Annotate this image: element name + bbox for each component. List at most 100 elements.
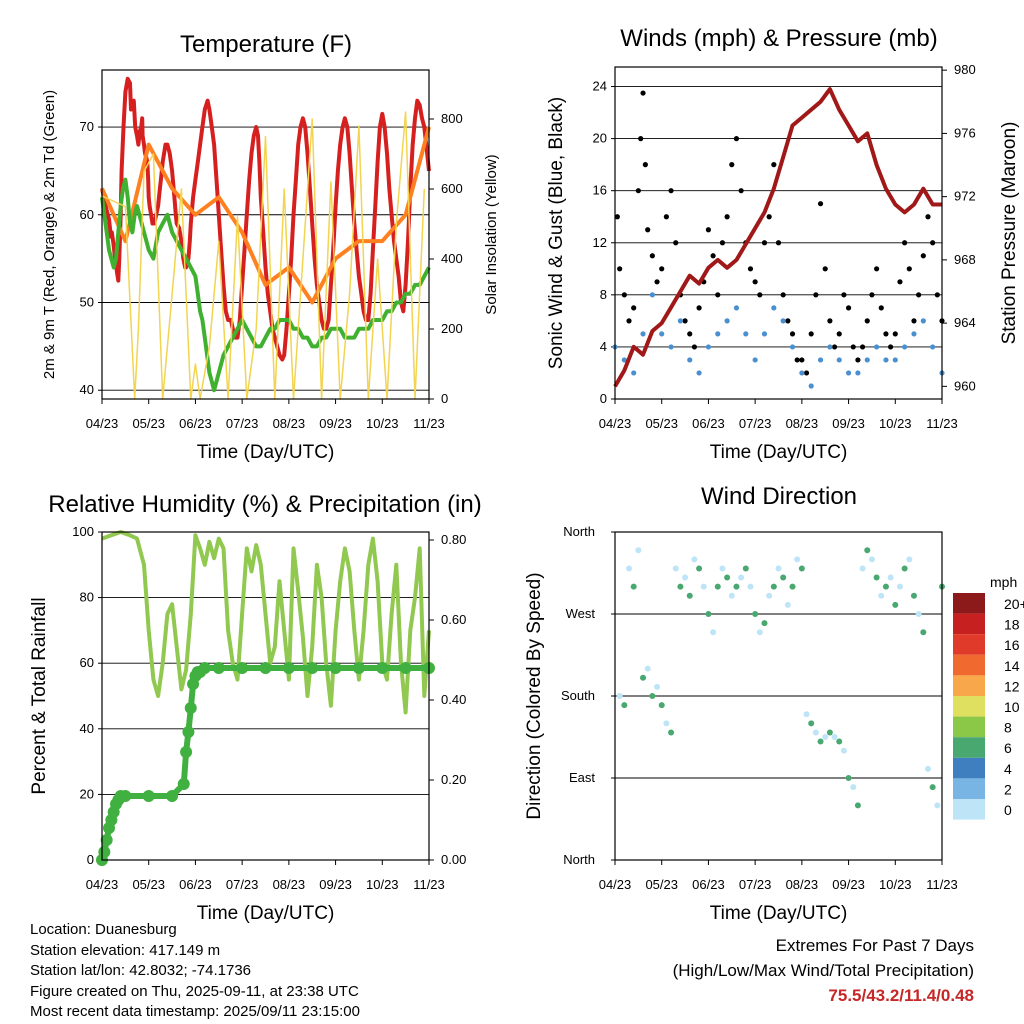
- legend-swatch: [953, 654, 985, 676]
- legend-swatch: [953, 696, 985, 717]
- direction-point: [705, 611, 712, 617]
- y-tick-label: 60: [80, 207, 94, 222]
- precip-point: [282, 662, 295, 674]
- direction-point: [920, 629, 927, 636]
- direction-point: [854, 802, 861, 809]
- legend-swatch: [953, 613, 985, 635]
- gust-point: [892, 331, 898, 337]
- wind-point: [836, 357, 842, 363]
- gust-point: [640, 90, 646, 96]
- extremes-subtitle: (High/Low/Max Wind/Total Precipitation): [672, 961, 974, 980]
- gust-point: [916, 292, 922, 298]
- wind-point: [752, 357, 758, 363]
- direction-point: [738, 574, 745, 581]
- gust-point: [883, 331, 889, 337]
- y2-tick-label: 0.60: [441, 612, 466, 627]
- direction-point: [696, 565, 703, 572]
- y-tick-label: 60: [80, 655, 94, 670]
- direction-point: [934, 802, 941, 809]
- gust-point: [799, 357, 805, 363]
- y-axis-label: Percent & Total Rainfall: [29, 597, 50, 794]
- wind-point: [733, 305, 740, 311]
- direction-point: [747, 583, 754, 590]
- wind-point: [855, 370, 861, 376]
- direction-point: [663, 720, 670, 727]
- direction-point: [882, 583, 889, 590]
- direction-point: [864, 547, 871, 554]
- direction-point: [892, 601, 899, 608]
- y2-tick-label: 972: [954, 189, 976, 204]
- wind-point: [902, 344, 908, 350]
- direction-point: [719, 565, 726, 572]
- direction-point: [836, 738, 843, 745]
- x-tick-label: 06/23: [692, 416, 725, 431]
- wind-point: [668, 344, 674, 350]
- y-tick-label: 4: [600, 339, 607, 354]
- legend-swatch: [953, 634, 985, 655]
- direction-point: [845, 775, 852, 781]
- direction-point: [630, 583, 637, 590]
- x-tick-label: 07/23: [739, 416, 772, 431]
- direction-point: [621, 702, 628, 709]
- direction-point: [742, 565, 749, 572]
- y-tick-label: 12: [593, 235, 607, 250]
- direction-point: [873, 574, 880, 581]
- wind-point: [761, 331, 768, 337]
- recent-data-text: Most recent data timestamp: 2025/09/11 2…: [30, 1003, 360, 1021]
- wind-point: [696, 370, 702, 376]
- gust-point: [642, 162, 648, 168]
- direction-point: [668, 729, 675, 736]
- direction-point: [649, 693, 656, 699]
- chart-title-1: Temperature (F): [180, 31, 352, 58]
- y-axis-label: 2m & 9m T (Red, Orange) & 2m Td (Green): [41, 90, 58, 379]
- wind-point: [640, 331, 646, 337]
- legend-label: 20+: [1004, 596, 1024, 612]
- wind-point: [649, 292, 655, 298]
- legend-swatch: [953, 799, 985, 820]
- direction-point: [929, 784, 936, 791]
- precip-point: [329, 662, 342, 674]
- gust-point: [705, 227, 712, 233]
- direction-point: [812, 729, 819, 736]
- gust-point: [729, 162, 735, 168]
- direction-point: [761, 620, 768, 627]
- direction-point: [798, 565, 805, 572]
- gust-point: [673, 240, 679, 246]
- gust-point: [822, 266, 828, 272]
- legend-title: mph: [990, 574, 1017, 590]
- precip-point: [142, 790, 155, 802]
- y-axis-label: Sonic Wind & Gust (Blue, Black): [546, 97, 567, 369]
- direction-point: [677, 583, 684, 590]
- series-line-1-4: [101, 111, 426, 400]
- wind-point: [780, 318, 786, 324]
- precip-point: [177, 778, 190, 790]
- wind-point: [920, 318, 926, 324]
- direction-point: [640, 674, 647, 681]
- gust-point: [631, 305, 637, 311]
- plot-frame: [101, 531, 430, 861]
- wind-point: [808, 383, 814, 389]
- precip-point: [376, 662, 389, 674]
- series-line-2-3: [613, 87, 942, 388]
- precip-point: [236, 662, 249, 674]
- direction-point: [784, 601, 791, 608]
- x-tick-label: 07/23: [739, 877, 772, 892]
- legend-label: 4: [1004, 761, 1012, 777]
- wind-point: [621, 357, 627, 363]
- direction-point: [906, 556, 913, 563]
- x-tick-label: 07/23: [226, 416, 259, 431]
- legend-swatch: [953, 716, 985, 738]
- direction-point: [644, 665, 651, 672]
- y2-tick-label: 976: [954, 125, 976, 140]
- x-tick-label: 05/23: [645, 877, 678, 892]
- legend-label: 18: [1004, 617, 1020, 633]
- direction-point: [831, 734, 838, 740]
- x-tick-label: 04/23: [599, 416, 632, 431]
- wind-point: [771, 305, 777, 311]
- x-tick-label: 05/23: [645, 416, 678, 431]
- legend-swatch: [953, 757, 985, 779]
- y-tick-label: North: [563, 524, 595, 539]
- gust-point: [654, 279, 660, 285]
- station-info: Location: Duanesburg Station elevation: …: [30, 920, 360, 1023]
- gust-point: [733, 136, 740, 142]
